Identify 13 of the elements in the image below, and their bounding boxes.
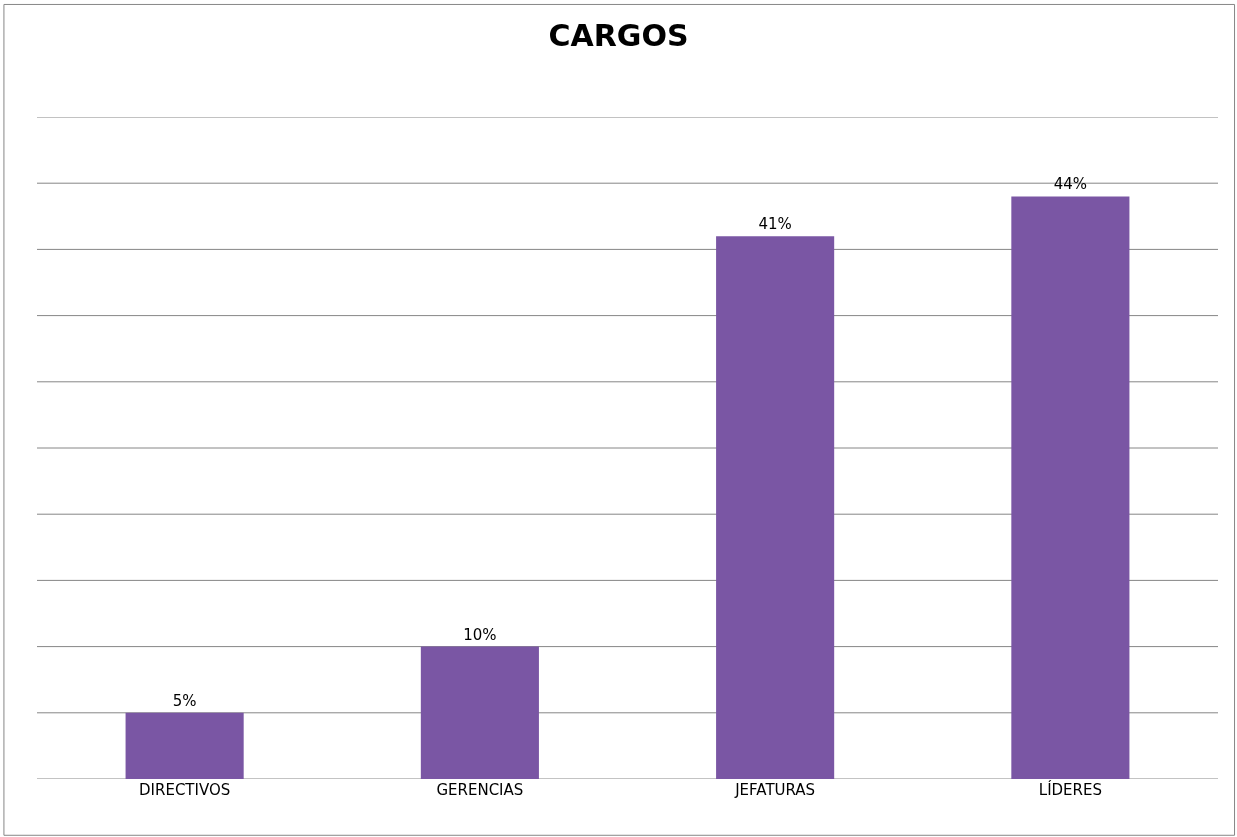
data-label: 41% bbox=[758, 215, 792, 234]
data-label: 44% bbox=[1053, 175, 1088, 194]
bar bbox=[1011, 196, 1130, 779]
x-tick-label: JEFATURAS bbox=[734, 781, 816, 799]
bar bbox=[125, 712, 244, 779]
x-tick-label: GERENCIAS bbox=[436, 781, 524, 799]
data-label: 5% bbox=[172, 691, 197, 710]
bar bbox=[420, 646, 539, 779]
x-tick-label: LÍDERES bbox=[1038, 780, 1102, 799]
bar bbox=[716, 236, 835, 779]
x-tick-label: DIRECTIVOS bbox=[139, 781, 231, 799]
data-label: 10% bbox=[463, 625, 497, 644]
chart-title: CARGOS bbox=[548, 18, 689, 54]
